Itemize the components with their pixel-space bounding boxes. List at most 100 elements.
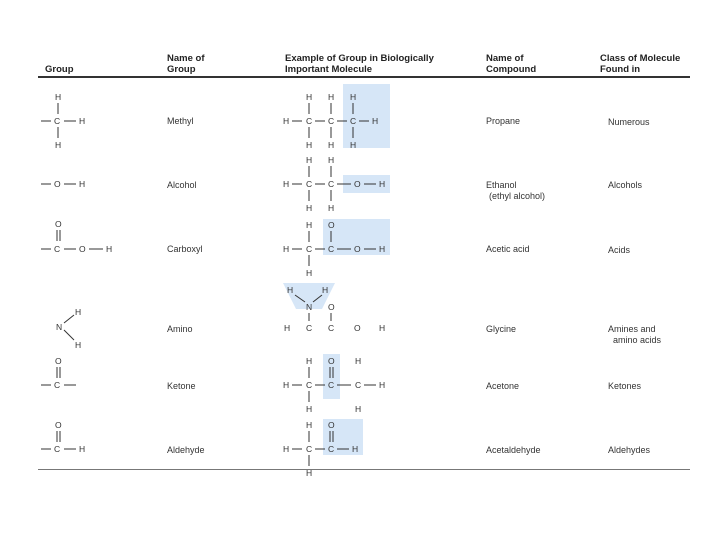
bottom-rule <box>38 469 690 470</box>
row-amino-name: Amino <box>167 324 193 334</box>
svg-text:O: O <box>54 179 61 189</box>
row-carboxyl-class: Acids <box>608 245 631 255</box>
header-rule <box>38 76 690 78</box>
svg-text:C: C <box>306 444 312 454</box>
row-alcohol-compound-line2: (ethyl alcohol) <box>489 191 546 201</box>
svg-text:H: H <box>350 92 356 102</box>
svg-text:H: H <box>75 307 81 317</box>
header-example: Example of Group in Biologically Importa… <box>285 53 434 75</box>
header-name-of-group-line2: Group <box>167 64 196 75</box>
svg-text:H: H <box>306 203 312 213</box>
svg-text:H: H <box>55 92 61 102</box>
svg-text:C: C <box>328 116 334 126</box>
acetic-acid-structure: H O H C C O H H <box>283 220 385 278</box>
svg-text:H: H <box>106 244 112 254</box>
svg-text:H: H <box>379 244 385 254</box>
svg-text:H: H <box>79 444 85 454</box>
svg-text:C: C <box>306 179 312 189</box>
row-ketone-compound: Acetone <box>486 381 520 391</box>
svg-text:C: C <box>328 323 334 333</box>
svg-text:H: H <box>306 140 312 150</box>
row-amino-class: Amines and amino acids <box>608 324 661 346</box>
row-alcohol-compound-line1: Ethanol <box>486 180 517 190</box>
row-ketone-name: Ketone <box>167 381 196 391</box>
svg-text:H: H <box>79 116 85 126</box>
row-alcohol-name: Alcohol <box>167 180 197 190</box>
svg-text:H: H <box>379 323 385 333</box>
svg-text:H: H <box>75 340 81 350</box>
header-name-of-compound: Name of Compound <box>486 53 536 75</box>
svg-text:H: H <box>328 155 334 165</box>
svg-text:O: O <box>354 323 361 333</box>
propane-structure: H H H H C C C H H H H <box>283 92 378 150</box>
svg-text:H: H <box>350 140 356 150</box>
row-aldehyde-class: Aldehydes <box>608 445 651 455</box>
alcohol-group-structure: O H <box>41 179 85 189</box>
group-highlights <box>283 84 390 455</box>
header-group: Group <box>45 64 74 75</box>
header-name-of-compound-line2: Compound <box>486 64 537 75</box>
svg-text:H: H <box>372 116 378 126</box>
svg-text:H: H <box>283 116 289 126</box>
header-name-of-group-line1: Name of <box>167 53 205 64</box>
svg-text:H: H <box>328 140 334 150</box>
svg-text:H: H <box>284 323 290 333</box>
row-carboxyl-name: Carboxyl <box>167 244 203 254</box>
svg-text:O: O <box>354 179 361 189</box>
svg-text:C: C <box>350 116 356 126</box>
svg-text:H: H <box>283 444 289 454</box>
svg-text:N: N <box>56 322 62 332</box>
header-class-of-molecule: Class of Molecule Found in <box>600 53 680 75</box>
svg-text:H: H <box>79 179 85 189</box>
svg-text:H: H <box>306 268 312 278</box>
svg-text:C: C <box>355 380 361 390</box>
header-group-label: Group <box>45 64 74 75</box>
ethanol-structure: H H H C C O H H H <box>283 155 385 213</box>
highlight-methyl <box>343 84 390 148</box>
row-carboxyl-compound: Acetic acid <box>486 244 530 254</box>
svg-text:H: H <box>283 380 289 390</box>
row-amino-compound: Glycine <box>486 324 517 334</box>
svg-text:C: C <box>54 244 60 254</box>
svg-text:C: C <box>328 244 334 254</box>
svg-text:C: C <box>306 323 312 333</box>
svg-text:H: H <box>306 420 312 430</box>
svg-text:C: C <box>54 116 60 126</box>
svg-text:O: O <box>328 356 335 366</box>
glycine-structure: H H N O H C C O H <box>284 285 385 333</box>
carboxyl-group-structure: O C O H <box>41 219 112 254</box>
svg-text:C: C <box>328 179 334 189</box>
svg-text:H: H <box>306 468 312 478</box>
svg-text:H: H <box>379 380 385 390</box>
svg-text:H: H <box>352 444 358 454</box>
svg-text:H: H <box>55 140 61 150</box>
row-methyl-class: Numerous <box>608 117 650 127</box>
row-ketone-class: Ketones <box>608 381 642 391</box>
svg-text:H: H <box>355 356 361 366</box>
svg-text:O: O <box>328 220 335 230</box>
svg-text:H: H <box>328 203 334 213</box>
row-methyl-compound: Propane <box>486 116 521 126</box>
header-example-line2: Important Molecule <box>285 64 373 75</box>
svg-text:O: O <box>328 420 335 430</box>
svg-text:N: N <box>306 302 312 312</box>
acetaldehyde-structure: H O H C C H H <box>283 420 358 478</box>
svg-text:C: C <box>306 244 312 254</box>
svg-text:O: O <box>79 244 86 254</box>
svg-text:H: H <box>306 92 312 102</box>
svg-text:H: H <box>306 356 312 366</box>
row-alcohol-compound: Ethanol (ethyl alcohol) <box>486 180 545 202</box>
svg-text:O: O <box>354 244 361 254</box>
svg-text:H: H <box>283 244 289 254</box>
svg-text:H: H <box>328 92 334 102</box>
svg-text:C: C <box>54 380 60 390</box>
svg-text:O: O <box>55 420 62 430</box>
row-alcohol-class: Alcohols <box>608 180 643 190</box>
acetone-structure: H O H H C C C H H H <box>283 356 385 414</box>
svg-text:H: H <box>322 285 328 295</box>
svg-text:H: H <box>287 285 293 295</box>
header-class-line1: Class of Molecule <box>600 53 681 64</box>
methyl-group-structure: H C H H <box>41 92 85 150</box>
svg-text:O: O <box>328 302 335 312</box>
amino-group-structure: H N H <box>56 307 81 350</box>
